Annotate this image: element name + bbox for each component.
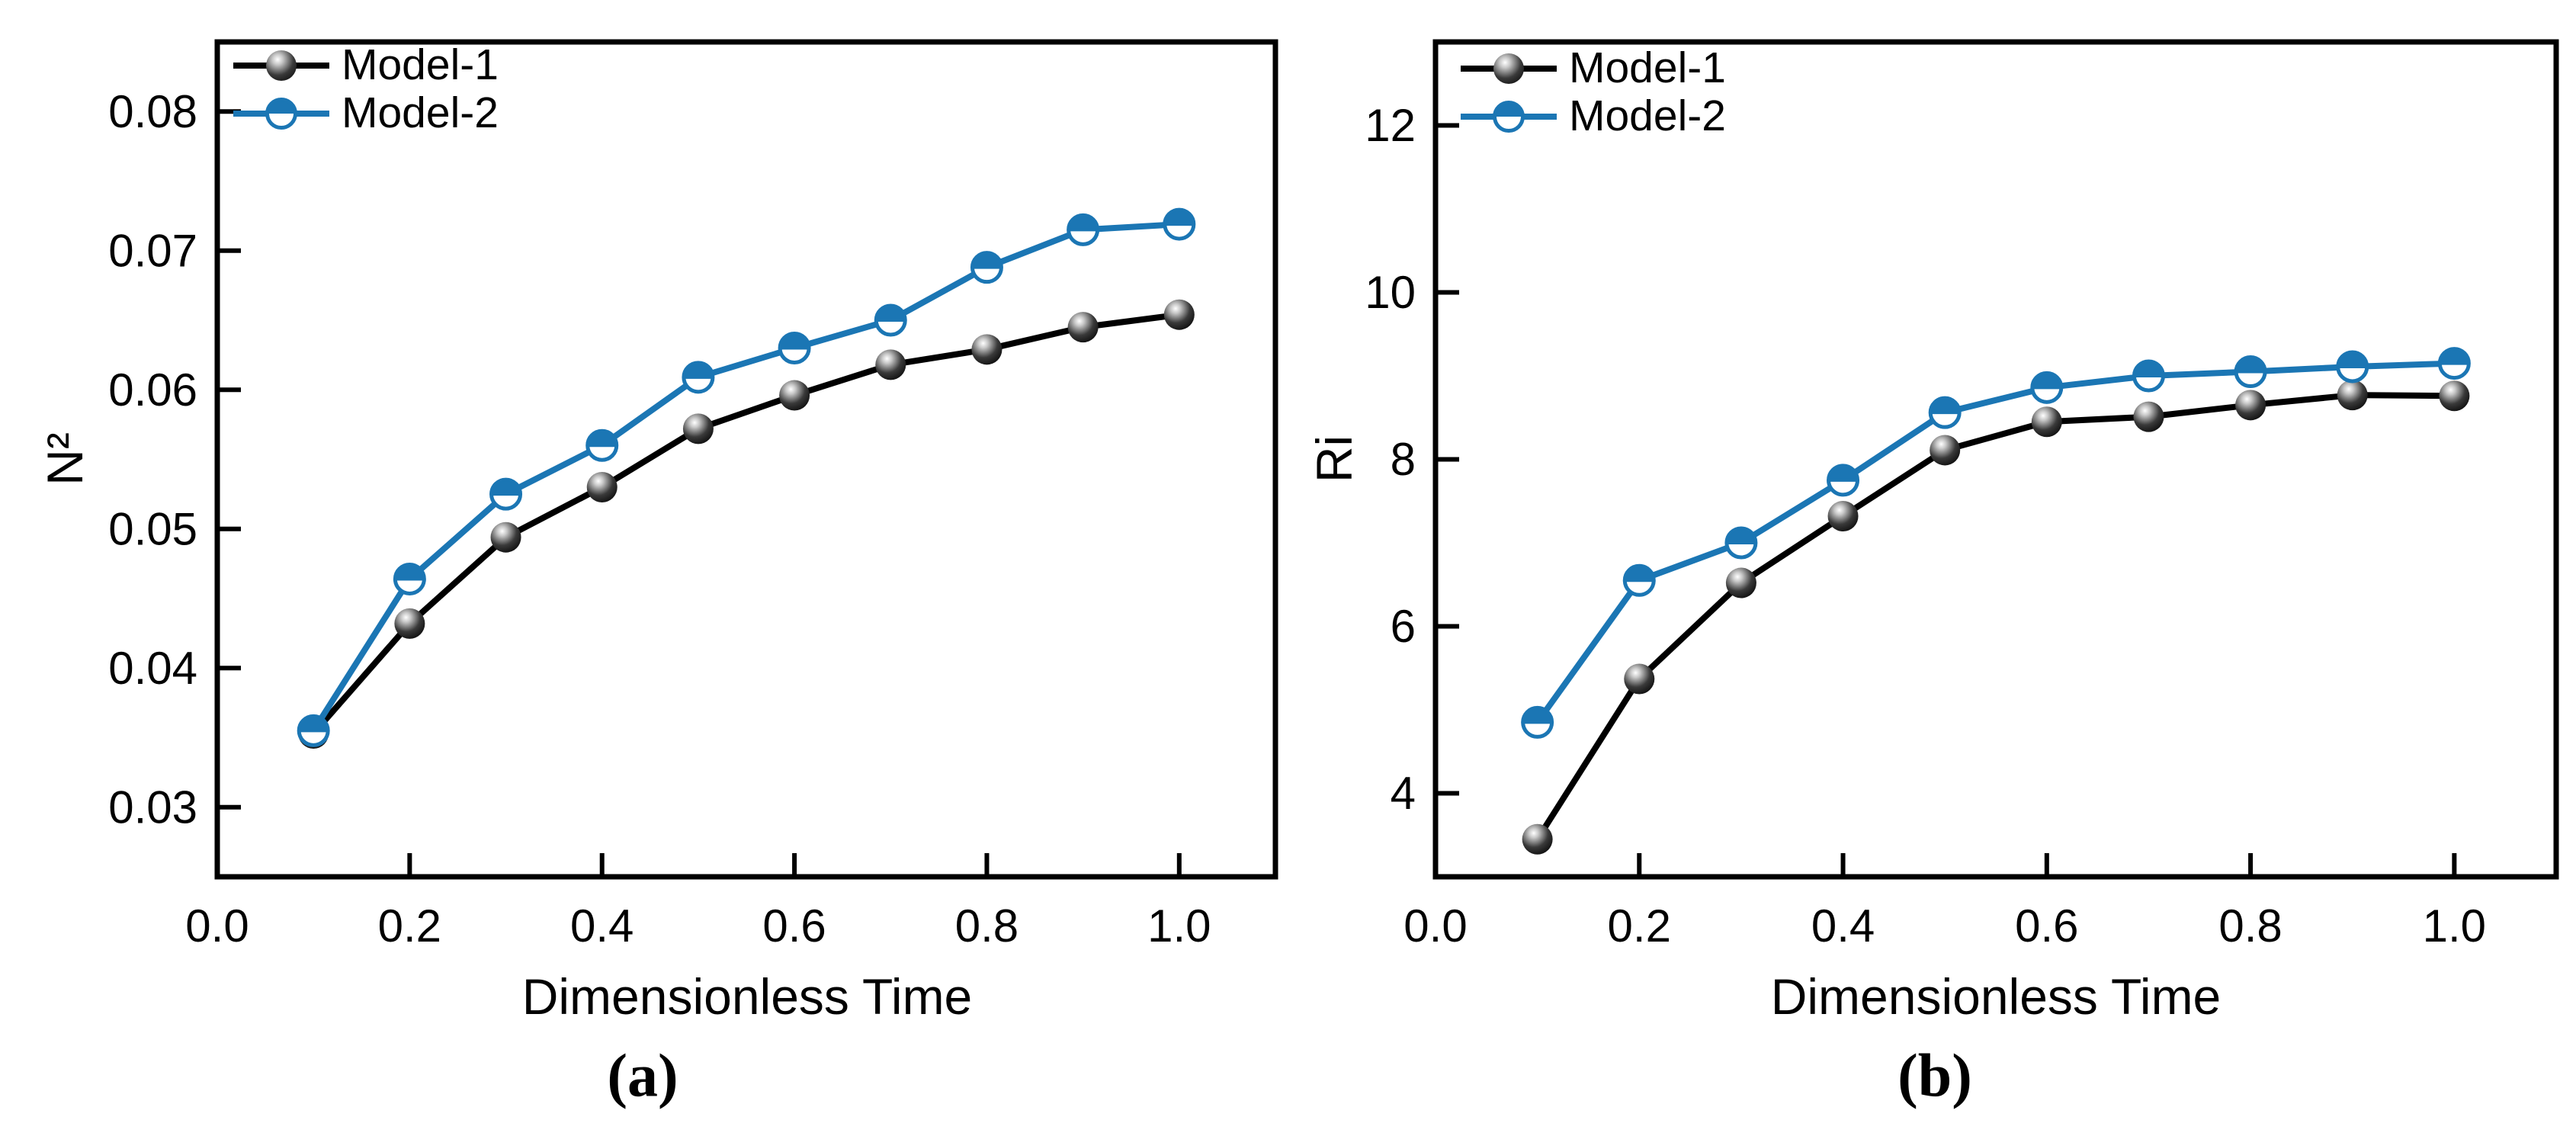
- panel-a-y-axis-title: N²: [37, 432, 93, 486]
- x-tick-label-b: 0.4: [1811, 900, 1875, 951]
- x-tick-label-b: 0.6: [2015, 900, 2078, 951]
- series-model-1-marker: [2031, 406, 2062, 438]
- x-tick-label-a: 1.0: [1147, 900, 1211, 951]
- legend-label-model-1: Model-1: [1569, 43, 1726, 92]
- y-tick-label-b: 6: [1391, 601, 1416, 652]
- series-model-2-marker-halffill: [1163, 208, 1195, 226]
- series-model-2-marker-halffill: [1724, 527, 1757, 544]
- plot-frame-b: [1432, 39, 2559, 880]
- y-tick-label-a: 0.05: [108, 503, 197, 554]
- series-model-2-marker-halffill: [2234, 355, 2267, 374]
- series-model-1-marker: [586, 472, 618, 502]
- series-model-1-marker: [1930, 435, 1961, 466]
- series-model-2-marker-halffill: [489, 478, 522, 496]
- series-model-1-marker: [2235, 390, 2266, 421]
- series-model-2-marker-halffill: [1623, 564, 1656, 582]
- panel-b-x-axis-title: Dimensionless Time: [1770, 968, 2222, 1025]
- series-model-1-marker: [1067, 312, 1099, 343]
- series-model-1-marker: [1725, 567, 1756, 598]
- series-model-1-marker: [2439, 380, 2470, 412]
- panel-a-x-axis-title: Dimensionless Time: [521, 968, 973, 1025]
- x-tick-label-b: 1.0: [2423, 900, 2486, 951]
- y-tick-label-a: 0.03: [108, 781, 197, 833]
- series-model-2-marker-halffill: [2030, 371, 2063, 390]
- series-model-1-marker: [682, 413, 714, 444]
- series-model-1-marker: [779, 380, 810, 411]
- y-tick-label-b: 8: [1391, 434, 1416, 485]
- series-model-2-marker-halffill: [2336, 351, 2369, 368]
- series-model-1-line-b: [1534, 392, 2458, 842]
- plot-frame-a: [214, 39, 1278, 880]
- panel-b-legend: Model-1 Model-2: [1461, 44, 1726, 140]
- panel-b-caption: (b): [1898, 1042, 1972, 1110]
- y-tick-label-b: 4: [1391, 768, 1416, 819]
- series-model-1-marker: [971, 334, 1002, 365]
- series-model-1-marker: [1827, 500, 1859, 531]
- series-model-1-marker: [875, 349, 906, 380]
- panel-a-plot: 0.0 0.2 0.4 0.6 0.8 1.0 0.03 0.04 0.05 0.06 0.07 0.…: [108, 39, 1278, 951]
- panel-b-plot: 0.0 0.2 0.4 0.6 0.8 1.0 4 6 8 10 12: [1365, 39, 2559, 951]
- x-tick-label-b: 0.0: [1403, 900, 1467, 951]
- model-1-marker-icon: [1461, 51, 1557, 86]
- series-model-1-marker: [394, 608, 425, 639]
- series-model-2-marker-halffill: [297, 714, 330, 733]
- series-model-2-marker-halffill: [970, 251, 1003, 269]
- x-tick-label-b: 0.8: [2218, 900, 2282, 951]
- series-model-2-marker-halffill: [2132, 360, 2165, 377]
- panel-a-caption: (a): [607, 1042, 678, 1110]
- model-1-marker-icon: [233, 48, 329, 83]
- legend-item-model-1: Model-1: [1461, 44, 1726, 92]
- series-model-1-marker: [1522, 823, 1553, 855]
- y-tick-label-b: 10: [1365, 267, 1416, 318]
- panel-a-legend: Model-1 Model-2: [233, 41, 499, 137]
- series-model-2-line-a: [310, 221, 1182, 734]
- panel-b-y-axis-title: Ri: [1306, 435, 1362, 483]
- series-model-1-line-a: [310, 311, 1182, 737]
- y-tick-label-a: 0.08: [108, 86, 197, 137]
- x-tick-label-a: 0.6: [762, 900, 826, 951]
- legend-item-model-2: Model-2: [1461, 92, 1726, 140]
- x-tick-label-b: 0.2: [1608, 900, 1671, 951]
- series-model-1-marker: [2133, 401, 2164, 432]
- legend-item-model-2: Model-2: [233, 89, 499, 137]
- series-model-1-marker: [490, 521, 521, 553]
- series-model-2-marker-halffill: [1067, 213, 1099, 232]
- series-model-2-marker-halffill: [1929, 396, 1962, 415]
- series-model-2-marker-halffill: [874, 304, 907, 322]
- y-tick-label-a: 0.07: [108, 225, 197, 276]
- series-model-2-line-b: [1534, 360, 2458, 726]
- series-model-2-marker-halffill: [778, 332, 811, 350]
- series-model-2-marker-halffill: [585, 429, 618, 448]
- series-model-2-marker-halffill: [2438, 347, 2471, 365]
- series-model-1-marker: [2337, 380, 2368, 411]
- series-model-1-marker: [1163, 299, 1195, 330]
- y-tick-label-a: 0.04: [108, 643, 197, 694]
- y-tick-label-b: 12: [1365, 100, 1416, 151]
- legend-label-model-1: Model-1: [342, 40, 499, 89]
- series-model-2-marker-halffill: [682, 361, 714, 379]
- y-tick-label-a: 0.06: [108, 364, 197, 416]
- model-2-marker-icon: [1461, 99, 1557, 134]
- series-model-2-marker-halffill: [1827, 464, 1859, 482]
- legend-label-model-2: Model-2: [1569, 91, 1726, 140]
- x-tick-label-a: 0.0: [185, 900, 249, 951]
- x-tick-label-a: 0.4: [570, 900, 634, 951]
- legend-item-model-1: Model-1: [233, 41, 499, 89]
- x-tick-label-a: 0.2: [378, 900, 441, 951]
- series-model-1-marker: [1624, 663, 1655, 695]
- x-tick-label-a: 0.8: [955, 900, 1019, 951]
- legend-label-model-2: Model-2: [342, 88, 499, 137]
- series-model-2-marker-halffill: [393, 563, 426, 581]
- model-2-marker-icon: [233, 96, 329, 131]
- series-model-2-marker-halffill: [1521, 706, 1554, 724]
